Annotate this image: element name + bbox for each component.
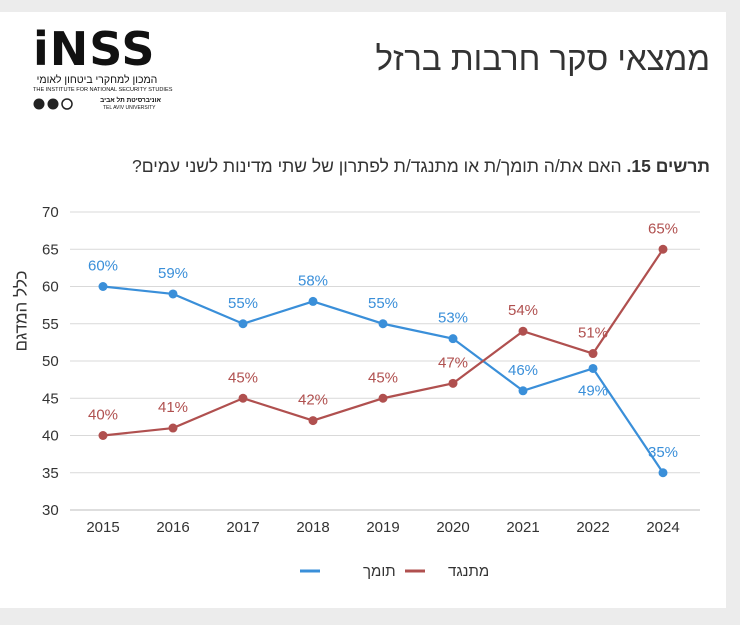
data-label: 47% <box>438 354 468 371</box>
data-label: 49% <box>578 382 608 399</box>
x-tick-label: 2018 <box>296 519 329 536</box>
data-label: 42% <box>298 392 328 409</box>
legend-label: מתנגד <box>448 563 489 580</box>
page-title: ממצאי סקר חרבות ברזל <box>375 40 710 77</box>
x-tick-label: 2020 <box>436 519 469 536</box>
x-tick-label: 2022 <box>576 519 609 536</box>
data-label: 35% <box>648 444 678 461</box>
data-label: 41% <box>158 399 188 416</box>
data-label: 40% <box>88 407 118 424</box>
data-label: 59% <box>158 265 188 282</box>
data-point <box>588 363 598 373</box>
logo-brand: iNSS <box>33 22 156 76</box>
data-point <box>448 378 458 388</box>
data-point <box>378 393 388 403</box>
data-label: 45% <box>228 369 258 386</box>
data-label: 51% <box>578 325 608 342</box>
x-tick-label: 2021 <box>506 519 539 536</box>
data-point <box>168 289 178 299</box>
data-label: 58% <box>298 272 328 289</box>
y-tick-label: 60 <box>42 279 59 296</box>
y-tick-label: 50 <box>42 353 59 370</box>
data-point <box>448 334 458 344</box>
data-label: 55% <box>368 295 398 312</box>
chart-card <box>0 12 726 608</box>
data-point <box>308 416 318 426</box>
inss-logo: iNSS המכון למחקרי ביטחון לאומי THE INSTI… <box>33 22 173 116</box>
data-label: 65% <box>648 220 678 237</box>
legend-label: תומך <box>363 563 396 580</box>
data-label: 53% <box>438 310 468 327</box>
data-label: 46% <box>508 362 538 379</box>
data-point <box>658 468 668 478</box>
data-point <box>308 296 318 306</box>
data-point <box>588 349 598 359</box>
data-labels: 60% 59% 55% 58% 55% 53% 46% 49% 35% 40% 41% 45% 42% 4… <box>88 220 678 461</box>
y-tick-label: 40 <box>42 428 59 445</box>
y-tick-label: 35 <box>42 465 59 482</box>
axis-labels: 30 35 40 45 50 55 60 65 70 2015 2016 2017 2018 2019 20… <box>11 204 679 536</box>
y-tick-label: 70 <box>42 204 59 221</box>
data-label: 45% <box>368 369 398 386</box>
data-point <box>518 326 528 336</box>
logo-name-hebrew: המכון למחקרי ביטחון לאומי <box>36 74 158 86</box>
data-point <box>518 386 528 396</box>
x-tick-label: 2017 <box>226 519 259 536</box>
data-label: 55% <box>228 295 258 312</box>
data-point <box>98 431 108 440</box>
grid-lines <box>70 211 700 511</box>
data-label: 60% <box>88 258 118 275</box>
data-label: 54% <box>508 302 538 319</box>
logo-circles-icon <box>33 98 73 110</box>
university-name-english: TEL AVIV UNIVERSITY <box>103 105 156 111</box>
legend: תומך מתנגד <box>300 563 489 580</box>
x-tick-label: 2015 <box>86 519 119 536</box>
logo-name-english: THE INSTITUTE FOR NATIONAL SECURITY STUD… <box>33 87 173 93</box>
series-lines <box>98 244 668 478</box>
data-point <box>378 319 388 329</box>
y-tick-label: 65 <box>42 241 59 258</box>
data-point <box>238 319 248 329</box>
university-name-hebrew: אוניברסיטת תל אביב <box>100 97 161 104</box>
x-tick-label: 2019 <box>366 519 399 536</box>
data-point <box>658 244 668 254</box>
x-tick-label: 2016 <box>156 519 189 536</box>
chart-title-text: האם את/ה תומך/ת או מתנגד/ת לפתרון של שתי… <box>132 156 622 176</box>
y-tick-label: 55 <box>42 316 59 333</box>
chart-title: תרשים 15. האם את/ה תומך/ת או מתנגד/ת לפת… <box>132 156 710 177</box>
data-point <box>98 282 108 291</box>
x-tick-label: 2024 <box>646 519 679 536</box>
y-tick-label: 30 <box>42 502 59 519</box>
data-point <box>168 423 178 433</box>
data-point <box>238 393 248 403</box>
y-tick-label: 45 <box>42 390 59 407</box>
y-axis-label: כלל המדגם <box>11 271 30 352</box>
chart-title-prefix: תרשים 15. <box>626 156 710 176</box>
